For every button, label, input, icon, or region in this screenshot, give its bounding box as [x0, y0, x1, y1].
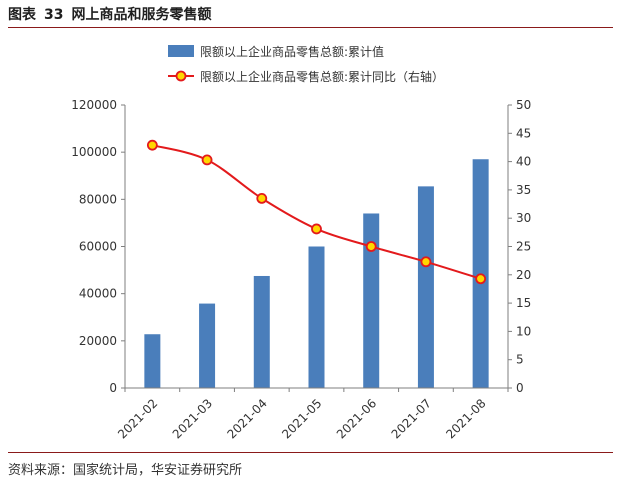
y-left-tick-label: 20000: [79, 334, 117, 348]
legend-line-marker: [175, 70, 187, 82]
x-tick-label: 2021-07: [389, 396, 434, 441]
y-right-tick-label: 10: [516, 324, 531, 338]
bar-2021-03: [199, 303, 216, 388]
x-tick-label: 2021-06: [334, 396, 379, 441]
figure-title: 图表 33 网上商品和服务零售额: [8, 4, 211, 24]
x-tick-label: 2021-03: [170, 396, 215, 441]
y-right-tick-label: 0: [516, 381, 524, 395]
y-left-tick-label: 100000: [71, 145, 117, 159]
y-right-tick-label: 45: [516, 126, 531, 140]
legend-line-label: 限额以上企业商品零售总额:累计同比（右轴）: [200, 69, 444, 84]
bar-2021-06: [363, 213, 380, 388]
x-tick-label: 2021-02: [115, 396, 160, 441]
bar-2021-04: [253, 275, 270, 388]
x-tick-label: 2021-05: [279, 396, 324, 441]
y-right-tick-label: 5: [516, 353, 524, 367]
x-tick-label: 2021-04: [224, 396, 269, 441]
y-right-tick-label: 20: [516, 268, 531, 282]
yoy-point-2021-04: [256, 192, 268, 204]
y-left-tick-label: 40000: [79, 287, 117, 301]
y-left-tick-label: 0: [109, 381, 117, 395]
yoy-point-2021-02: [146, 139, 158, 151]
title-rule: [8, 27, 613, 28]
y-right-tick-label: 30: [516, 211, 531, 225]
yoy-point-2021-03: [201, 154, 213, 166]
y-left-tick-label: 80000: [79, 192, 117, 206]
bar-2021-05: [308, 246, 325, 388]
source-rule: [8, 452, 613, 453]
y-right-tick-label: 40: [516, 155, 531, 169]
figure-title-text: 网上商品和服务零售额: [71, 7, 212, 23]
bar-2021-07: [417, 186, 434, 388]
y-right-tick-label: 35: [516, 183, 531, 197]
yoy-point-2021-08: [475, 273, 487, 285]
x-tick-label: 2021-08: [443, 396, 488, 441]
yoy-point-2021-06: [365, 241, 377, 252]
y-right-tick-label: 15: [516, 296, 531, 310]
y-left-tick-label: 120000: [71, 98, 117, 112]
figure-number: 33: [44, 7, 64, 23]
legend-bar-swatch: [168, 45, 194, 57]
bar-2021-02: [144, 334, 161, 388]
yoy-point-2021-05: [311, 223, 322, 235]
source-note: 资料来源：国家统计局，华安证券研究所: [8, 463, 243, 478]
y-right-tick-label: 25: [516, 240, 531, 254]
yoy-point-2021-07: [420, 256, 432, 268]
y-right-tick-label: 50: [516, 98, 531, 112]
figure-label: 图表: [8, 7, 36, 23]
y-left-tick-label: 60000: [79, 240, 117, 254]
legend-bar-label: 限额以上企业商品零售总额:累计值: [200, 44, 384, 59]
